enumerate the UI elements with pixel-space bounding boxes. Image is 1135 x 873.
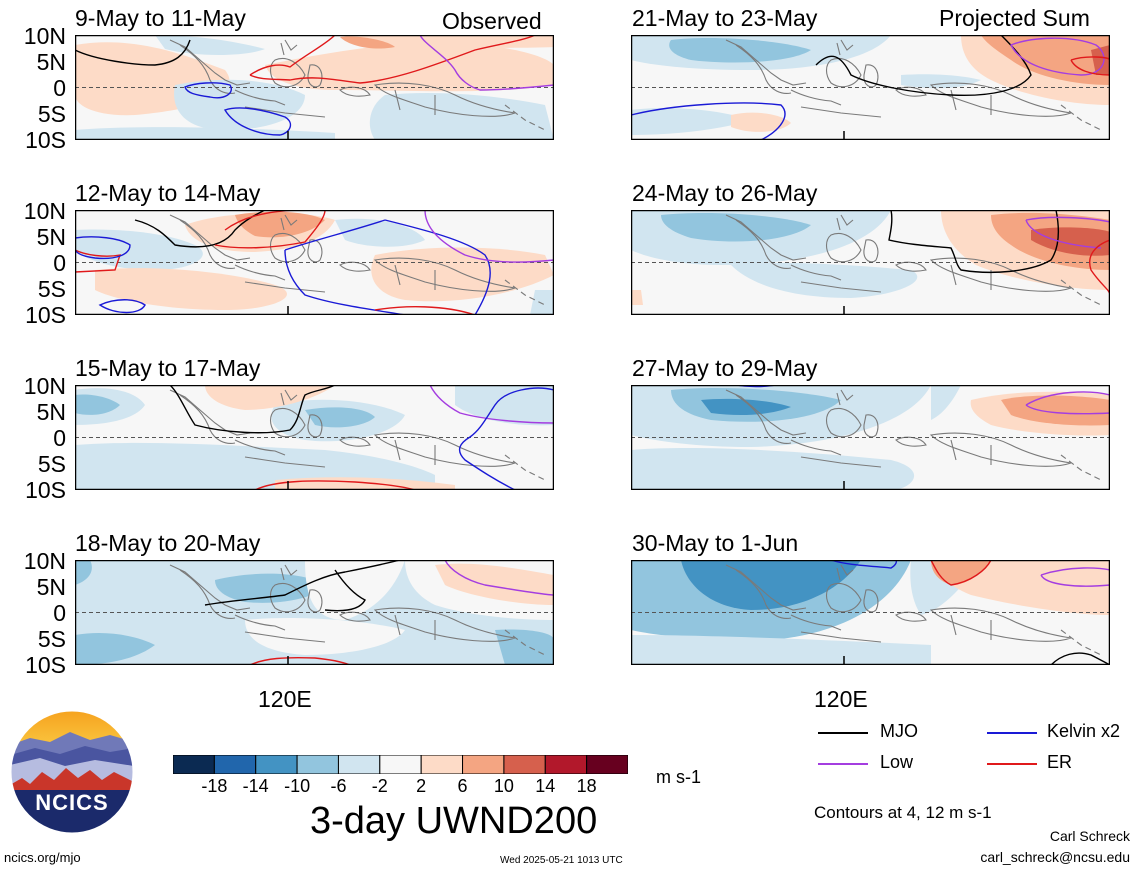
map-panel-left-4 [75, 560, 554, 665]
lat-label-5n: 5N [36, 224, 66, 250]
panel-title-left-2: 12-May to 14-May [75, 180, 261, 206]
legend-label-low: Low [880, 752, 914, 772]
map-panel-left-2 [75, 210, 554, 315]
lat-label-5s: 5S [37, 276, 66, 302]
legend-line-er [987, 763, 1037, 765]
panel-title-left-3: 15-May to 17-May [75, 355, 261, 381]
lat-label-10n: 10N [23, 198, 66, 224]
colorbar-swatch [420, 754, 464, 775]
colorbar-title: 3-day UWND200 [310, 800, 598, 842]
panel-title-left-4: 18-May to 20-May [75, 530, 261, 556]
colorbar-tick-label: -14 [242, 776, 269, 796]
colorbar-swatch [255, 754, 298, 775]
panel-title-right-1: 21-May to 23-May [632, 5, 818, 31]
panel-title-right-3: 27-May to 29-May [632, 355, 818, 381]
colorbar-swatches [172, 754, 629, 775]
colorbar-swatch [337, 754, 381, 775]
colorbar-swatch [296, 754, 339, 775]
author-name: Carl Schreck [1049, 828, 1130, 844]
lat-label-eq: 0 [53, 600, 66, 626]
colorbar-tick-label: 10 [493, 776, 514, 796]
lon-label-left: 120E [258, 686, 312, 712]
legend-line-kelvin [987, 732, 1037, 734]
map-panel-left-1 [75, 35, 554, 140]
ncics-logo-text: NCICS [35, 790, 109, 815]
panel-title-right-4: 30-May to 1-Jun [632, 530, 799, 556]
lat-label-eq: 0 [53, 250, 66, 276]
panel-title-left-1: 9-May to 11-May [75, 5, 246, 31]
lat-label-10n: 10N [23, 548, 66, 574]
colorbar-swatch [379, 754, 422, 775]
colorbar-swatch [503, 754, 546, 775]
lat-label-5s: 5S [37, 101, 66, 127]
legend-label-mjo: MJO [880, 721, 918, 741]
ncics-logo: NCICS [10, 710, 134, 834]
colorbar [172, 754, 629, 779]
lat-label-10n: 10N [23, 23, 66, 49]
map-panel-right-1 [631, 35, 1110, 140]
colorbar-tick-label: -2 [371, 776, 388, 796]
colorbar-tick-label: 6 [457, 776, 468, 796]
lat-label-5n: 5N [36, 399, 66, 425]
lat-label-eq: 0 [53, 425, 66, 451]
colorbar-swatch [462, 754, 505, 775]
map-panel-right-2 [631, 210, 1110, 315]
observed-header: Observed [442, 8, 542, 34]
colorbar-tick-label: -10 [284, 776, 311, 796]
colorbar-swatch [586, 754, 629, 775]
lat-label-eq: 0 [53, 75, 66, 101]
lat-label-5s: 5S [37, 626, 66, 652]
lon-label-right: 120E [814, 686, 868, 712]
legend-line-mjo [818, 732, 868, 734]
legend-label-er: ER [1047, 752, 1073, 772]
legend-line-low [818, 763, 868, 765]
colorbar-tick-label: -18 [201, 776, 228, 796]
map-panel-right-4 [631, 560, 1110, 665]
lat-label-10s: 10S [25, 127, 66, 153]
colorbar-tick-label: 2 [416, 776, 427, 796]
lat-label-5n: 5N [36, 574, 66, 600]
map-panel-left-3 [75, 385, 554, 490]
projected-sum-header: Projected Sum [939, 5, 1090, 31]
colorbar-tick-label: -6 [330, 776, 347, 796]
colorbar-swatch [213, 754, 257, 775]
map-panel-right-3 [631, 385, 1110, 490]
lat-label-5s: 5S [37, 451, 66, 477]
lat-label-5n: 5N [36, 49, 66, 75]
legend-label-kelvin: Kelvin x2 [1047, 721, 1121, 741]
colorbar-swatch [172, 754, 215, 775]
lat-label-10n: 10N [23, 373, 66, 399]
website-link[interactable]: ncics.org/mjo [4, 850, 81, 865]
author-email[interactable]: carl_schreck@ncsu.edu [980, 849, 1130, 865]
colorbar-swatch [544, 754, 588, 775]
lat-label-10s: 10S [25, 652, 66, 678]
lat-label-10s: 10S [25, 477, 66, 503]
colorbar-units: m s-1 [656, 767, 701, 787]
lat-label-10s: 10S [25, 302, 66, 328]
colorbar-tick-label: 18 [576, 776, 597, 796]
colorbar-tick-label: 14 [535, 776, 556, 796]
generated-timestamp: Wed 2025-05-21 1013 UTC [500, 855, 623, 866]
contours-note: Contours at 4, 12 m s-1 [814, 803, 992, 822]
panel-title-right-2: 24-May to 26-May [632, 180, 818, 206]
